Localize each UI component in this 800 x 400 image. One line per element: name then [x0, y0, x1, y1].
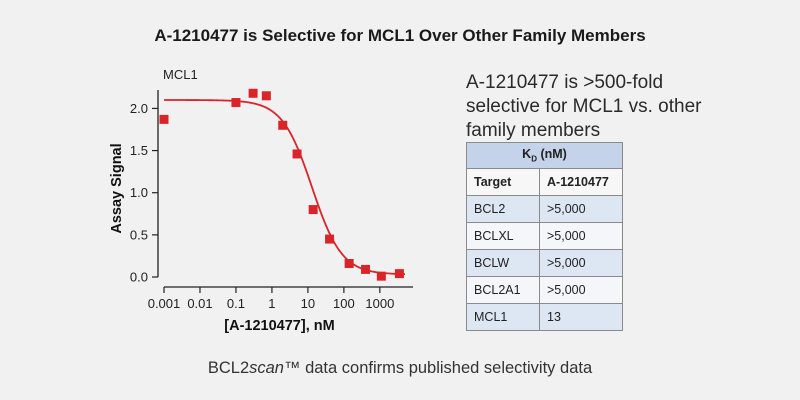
x-tick-label: 0.01 [187, 296, 212, 311]
kd-value-cell: >5,000 [539, 222, 623, 250]
y-tick-label: 2.0 [130, 101, 148, 116]
kd-header: KD (nM) [466, 142, 623, 169]
kd-header-sub: D [531, 154, 537, 164]
data-point [394, 269, 404, 279]
table-row: BCLW >5,000 [466, 249, 623, 277]
target-cell: MCL1 [466, 303, 540, 331]
x-tick-label: 1000 [365, 296, 394, 311]
table-row: BCL2A1 >5,000 [466, 276, 623, 304]
data-point [308, 205, 318, 215]
y-tick-label: 1.0 [130, 185, 148, 200]
data-point [261, 91, 271, 101]
y-tick-label: 0.5 [130, 227, 148, 242]
column-header-compound: A-1210477 [539, 168, 623, 196]
x-tick-label: 0.1 [227, 296, 245, 311]
caption: BCL2scan™ data confirms published select… [0, 359, 800, 378]
x-tick-label: 1 [268, 296, 275, 311]
caption-pre: BCL2 [207, 359, 250, 377]
target-cell: BCL2 [466, 195, 540, 223]
table-row: MCL1 13 [466, 303, 623, 331]
x-axis-label: [A-1210477], nM [224, 318, 334, 334]
data-point [344, 259, 354, 269]
target-cell: BCLW [466, 249, 540, 277]
y-tick-label: 1.5 [130, 143, 148, 158]
data-point [248, 88, 258, 98]
panel-label: MCL1 [163, 67, 198, 82]
dose-response-chart: 0.0 0.5 1.0 1.5 2.0 0.001 0.01 0.1 1 10 100 1000 [A-… [109, 67, 413, 334]
kd-header-unit: (nM) [540, 147, 567, 162]
caption-post: ™ data confirms published selectivity da… [283, 359, 593, 377]
data-point [231, 98, 241, 108]
caption-italic: scan [249, 359, 284, 377]
target-cell: BCL2A1 [466, 276, 540, 304]
data-point [325, 234, 335, 244]
y-axis-label: Assay Signal [109, 143, 125, 233]
y-tick-label: 0.0 [130, 270, 148, 285]
target-cell: BCLXL [466, 222, 540, 250]
data-point [278, 120, 288, 130]
selectivity-note: A-1210477 is >500-fold selective for MCL… [466, 72, 702, 141]
kd-value-cell: 13 [539, 303, 623, 331]
kd-header-letter: K [522, 147, 532, 162]
kd-value-cell: >5,000 [539, 195, 623, 223]
kd-column-header-row: Target A-1210477 [466, 168, 623, 196]
column-header-target: Target [466, 168, 540, 196]
data-point [159, 114, 169, 124]
kd-value-cell: >5,000 [539, 276, 623, 304]
chart-title: A-1210477 is Selective for MCL1 Over Oth… [154, 26, 646, 45]
data-point [361, 264, 371, 274]
x-tick-label: 100 [333, 296, 355, 311]
table-row: BCL2 >5,000 [466, 195, 623, 223]
x-tick-label: 10 [301, 296, 315, 311]
data-point [376, 271, 386, 281]
kd-value-cell: >5,000 [539, 249, 623, 277]
data-point [292, 149, 302, 159]
kd-table-header-row: KD (nM) [466, 142, 623, 169]
x-tick-label: 0.001 [148, 296, 181, 311]
table-row: BCLXL >5,000 [466, 222, 623, 250]
kd-table: KD (nM) Target A-1210477 BCL2 >5,000 BCL… [466, 142, 623, 331]
